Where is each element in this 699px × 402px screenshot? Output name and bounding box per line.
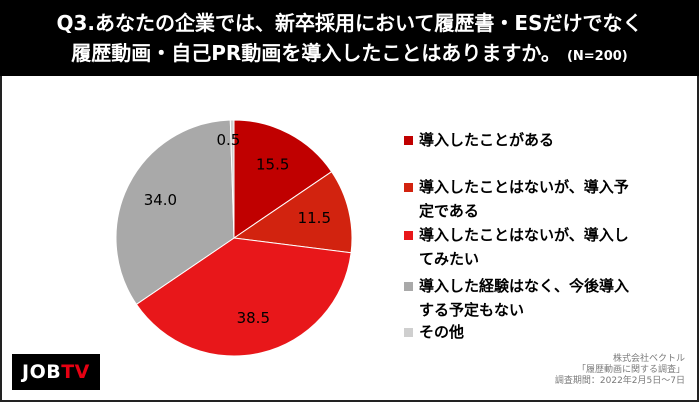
legend-item-other: その他 <box>404 320 689 344</box>
pie-value-label: 38.5 <box>237 309 270 327</box>
legend-item-no-plan: 導入した経験はなく、今後導入 する予定もない <box>404 274 689 322</box>
pie-slices <box>115 119 353 356</box>
pie-value-labels: 15.5 11.5 38.5 34.0 0.5 <box>144 131 331 327</box>
legend-swatch <box>404 282 413 291</box>
source-company: 株式会社ベクトル <box>612 354 685 364</box>
question-title-text: 履歴動画・自己PR動画を導入したことはありますか。 <box>71 41 561 65</box>
pie-slice <box>233 119 333 239</box>
pie-slice <box>135 237 352 356</box>
legend-swatch <box>404 328 413 337</box>
source-survey-name: 「履歴動画に関する調査」 <box>576 365 685 375</box>
question-title-line-1: Q3.あなたの企業では、新卒採用において履歴書・ESだけでなく <box>56 11 643 35</box>
question-header: Q3.あなたの企業では、新卒採用において履歴書・ESだけでなく 履歴動画・自己P… <box>0 0 699 76</box>
legend-label: 導入した経験はなく、今後導入 <box>419 277 630 295</box>
logo-text-job: JOB <box>22 361 62 383</box>
legend-item-planned: 導入したことはないが、導入予 定である <box>404 175 689 223</box>
pie-chart: 15.5 11.5 38.5 34.0 0.5 <box>115 119 353 356</box>
legend-label: その他 <box>419 323 465 341</box>
legend-label-continued: 定である <box>419 202 479 220</box>
pie-value-label: 34.0 <box>144 191 177 209</box>
legend-label-continued: てみたい <box>419 250 480 268</box>
pie-value-label: 0.5 <box>216 131 240 149</box>
pie-slice <box>232 170 353 254</box>
question-title-line-2: 履歴動画・自己PR動画を導入したことはありますか。 (N=200) <box>0 41 699 69</box>
logo-text-tv: TV <box>61 361 90 383</box>
legend-label: 導入したことはないが、導入予 <box>419 178 629 196</box>
source-survey-period: 調査期間：2022年2月5日〜7日 <box>554 376 685 386</box>
legend-item-want-to-try: 導入したことはないが、導入し てみたい <box>404 223 689 271</box>
pie-value-label: 15.5 <box>256 156 289 174</box>
legend-swatch <box>404 136 413 145</box>
jobtv-logo: JOBTV <box>12 354 100 390</box>
legend-label-continued: する予定もない <box>419 301 525 319</box>
legend-label: 導入したことがある <box>419 131 555 149</box>
legend-swatch <box>404 183 413 192</box>
pie-slice <box>229 119 235 239</box>
legend-swatch <box>404 231 413 240</box>
source-credit: 株式会社ベクトル 「履歴動画に関する調査」 調査期間：2022年2月5日〜7日 <box>555 354 685 387</box>
legend-item-implemented: 導入したことがある <box>404 128 689 152</box>
pie-value-label: 11.5 <box>298 209 331 227</box>
pie-slice <box>115 119 235 306</box>
legend-label: 導入したことはないが、導入し <box>419 226 629 244</box>
sample-size-note: (N=200) <box>566 49 628 64</box>
